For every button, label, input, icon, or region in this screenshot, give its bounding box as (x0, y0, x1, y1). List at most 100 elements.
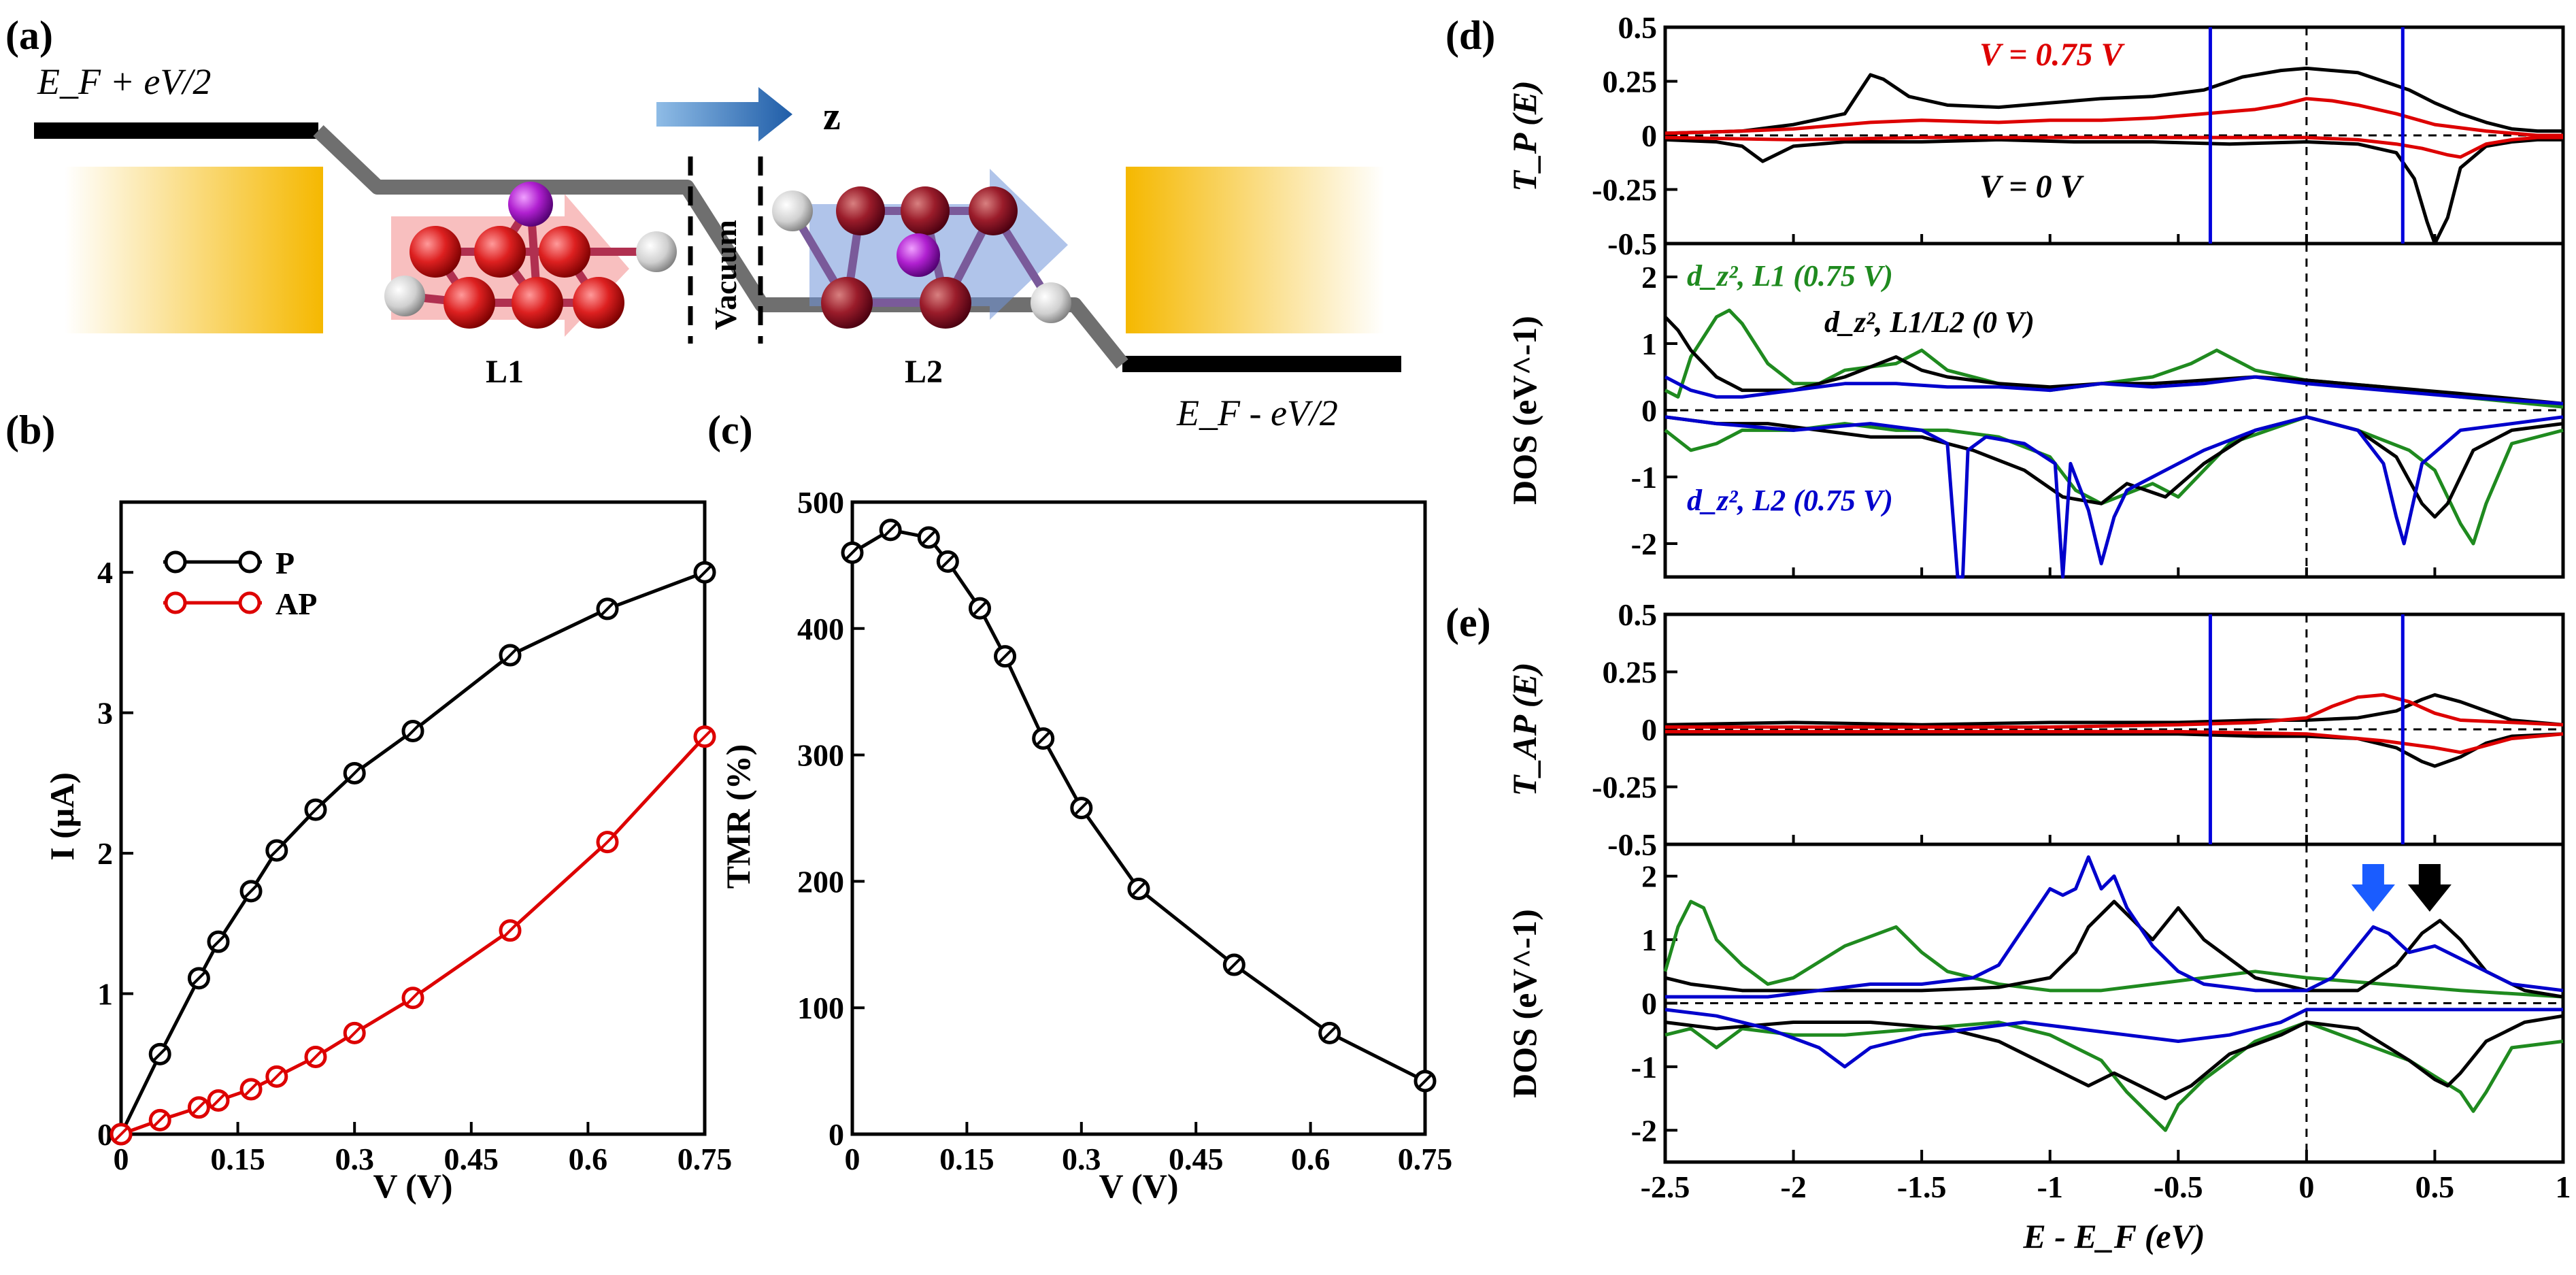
tmr-point-hatch (940, 554, 955, 569)
iv-xlabel: V (V) (373, 1167, 452, 1205)
atom-red (821, 277, 873, 329)
curve-l1-l2-0v-down (1665, 415, 2564, 519)
z-direction-arrow (656, 87, 792, 142)
z-label: z (823, 94, 841, 138)
layer1-label: L1 (486, 354, 524, 390)
atom-red (444, 277, 495, 329)
y-tick-label: 0 (97, 1117, 113, 1152)
y-tick-label: 2 (1641, 859, 1657, 894)
layer2-molecule (772, 169, 1071, 329)
curve-t-p-up-0-75v (1665, 97, 2563, 137)
peak-arrows (2351, 864, 2452, 912)
layer1-molecule (384, 182, 677, 337)
y-tick-label: 200 (797, 864, 844, 899)
iv-ylabel: I (μA) (43, 772, 81, 861)
dos-p-ylabel: DOS (eV^-1) (1505, 316, 1543, 505)
iv-point-p-hatch (191, 971, 206, 986)
panel-label-e: (e) (1445, 600, 1491, 645)
tmr-series (841, 518, 1437, 1093)
atom-red (573, 277, 624, 329)
x-tick-label: 0.75 (678, 1142, 733, 1176)
vacuum-label: Vacuum (708, 220, 743, 330)
y-tick-label: -1 (1631, 460, 1657, 495)
curve-t-p-down-0-75v (1665, 135, 2563, 159)
iv-legend: P AP (163, 546, 317, 621)
y-tick-label: 1 (1641, 327, 1657, 361)
annotation-v0: V = 0 V (1979, 169, 2085, 205)
annotation-v075: V = 0.75 V (1979, 37, 2126, 73)
x-tick-label: 1 (2556, 1170, 2571, 1204)
dos-p-series (1664, 244, 2564, 579)
x-tick-label: 0.3 (335, 1142, 374, 1176)
panel-label-b: (b) (5, 408, 55, 452)
y-tick-label: -2 (1631, 1113, 1657, 1148)
curve-blue-down (1665, 1008, 2563, 1069)
ef-plus-label: E_F + eV/2 (37, 61, 211, 102)
tmr-ylabel: TMR (%) (719, 744, 757, 889)
tmr-point-hatch (1036, 731, 1051, 746)
x-tick-label: 0.15 (210, 1142, 265, 1176)
panel-label-d: (d) (1445, 13, 1495, 58)
curve-t-p-up-0v (1665, 66, 2563, 135)
iv-point-p-hatch (405, 724, 420, 738)
annotation-l2: d_z², L2 (0.75 V) (1687, 484, 1893, 517)
iv-point-ap-hatch (600, 835, 615, 850)
tmr-line (851, 528, 1426, 1083)
y-tick-label: -0.5 (1607, 227, 1657, 261)
atom-metal (508, 182, 553, 227)
tap-ylabel: T_AP (E) (1505, 663, 1543, 797)
left-electrode (65, 167, 323, 333)
y-tick-label: -2 (1631, 527, 1657, 561)
transmission-p-panel: (d) -0.5 -0.25 0 0.25 0.5 -2 -1 0 1 2 V = 0.75 V… (1445, 10, 2565, 579)
annotation-l1l2: d_z², L1/L2 (0 V) (1824, 305, 2035, 339)
y-tick-label: 100 (797, 991, 844, 1025)
x-tick-label: 0.75 (1398, 1142, 1453, 1176)
curve-blue-up (1665, 855, 2564, 999)
tp-series (1665, 27, 2563, 246)
iv-point-ap-hatch (191, 1100, 206, 1115)
x-tick-label: -1 (2037, 1170, 2063, 1204)
curve-black-up (1665, 899, 2564, 999)
curve-t-ap-up-0-75v (1665, 693, 2564, 729)
atom-red (512, 277, 563, 329)
iv-point-p-hatch (347, 766, 362, 780)
curve-t-p-down-0v (1665, 137, 2563, 246)
x-tick-label: 0.3 (1062, 1142, 1101, 1176)
iv-point-p-hatch (600, 601, 615, 616)
iv-line-ap (120, 735, 706, 1136)
curve-green-down (1665, 1021, 2564, 1132)
layer2-label: L2 (905, 354, 943, 390)
legend-p: P (275, 546, 295, 580)
legend-ap: AP (275, 586, 317, 621)
right-electrode (1126, 167, 1384, 333)
y-tick-label: 2 (97, 836, 113, 871)
atom-h (1031, 282, 1071, 323)
tmr-axes: 0 0.15 0.3 0.45 0.6 0.75 0 100 200 300 400 500 (797, 485, 1452, 1176)
iv-point-ap-hatch (308, 1050, 323, 1064)
y-tick-label: -0.25 (1592, 173, 1657, 208)
x-tick-label: 0 (2298, 1170, 2314, 1204)
atom-h (772, 191, 813, 231)
iv-plot-frame (119, 500, 707, 1136)
curve-l1-0-75v-down (1664, 415, 2564, 546)
schematic-panel: (a) E_F + eV/2 E_F - eV/2 z Vacuum (5, 13, 1401, 433)
dos-p-axes: -2 -1 0 1 2 (1631, 260, 2564, 577)
transmission-ap-panel: (e) -0.5 -0.25 0 0.25 0.5 -2.5 -2 -1.5 -1 -0.5 0 0… (1445, 597, 2571, 1255)
dos-ap-ylabel: DOS (eV^-1) (1505, 909, 1543, 1098)
x-tick-label: 0.45 (1169, 1142, 1224, 1176)
atom-red (539, 226, 590, 278)
atom-metal (897, 233, 940, 277)
y-tick-label: 0 (829, 1117, 844, 1152)
y-tick-label: 0.25 (1603, 65, 1658, 99)
dos-ap-series (1663, 844, 2564, 1162)
iv-point-ap-hatch (269, 1069, 284, 1084)
y-tick-label: 1 (1641, 923, 1657, 957)
dos-ap-axes: -2.5 -2 -1.5 -1 -0.5 0 0.5 1 -2 -1 0 1 2 (1631, 859, 2571, 1204)
panel-label-c: (c) (707, 408, 753, 452)
curve-t-ap-up-0v (1665, 693, 2564, 727)
tmr-point-hatch (883, 523, 898, 537)
iv-axes: 0 0.15 0.3 0.45 0.6 0.75 0 1 2 3 4 (97, 555, 732, 1176)
iv-series (110, 561, 716, 1146)
curve-l1-l2-0v-up (1664, 316, 2564, 405)
x-tick-label: 0.45 (444, 1142, 499, 1176)
